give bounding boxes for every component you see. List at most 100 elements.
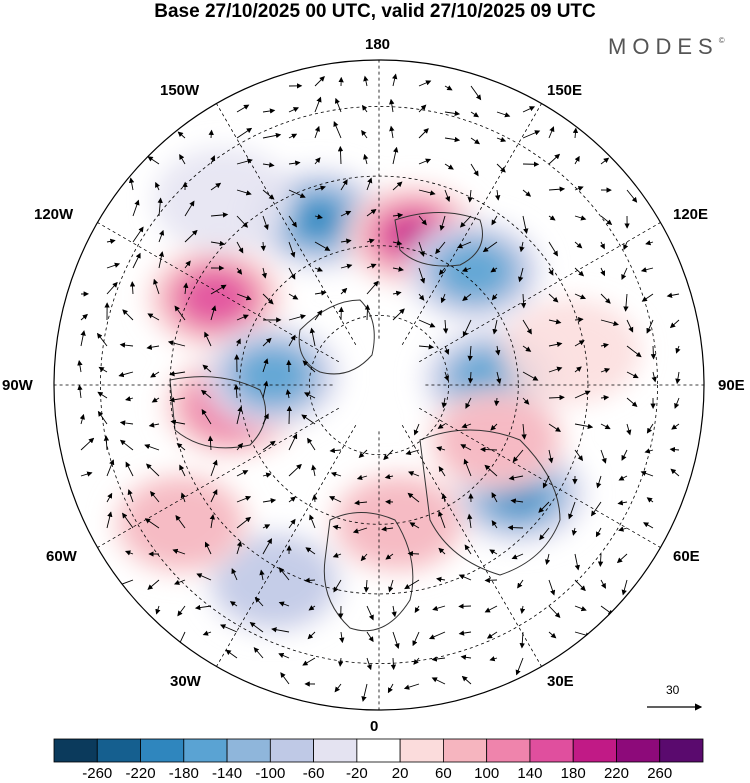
wind-vector — [616, 553, 628, 564]
wind-vector — [118, 371, 134, 378]
wind-vector — [339, 631, 345, 644]
wind-vector — [418, 80, 432, 87]
wind-vector — [467, 371, 474, 384]
wind-vector — [158, 251, 165, 269]
wind-vector — [106, 262, 121, 269]
wind-vector — [669, 446, 680, 453]
wind-vector — [435, 241, 446, 255]
wind-vector — [600, 423, 611, 430]
wind-vector — [496, 136, 507, 143]
wind-vector — [646, 497, 654, 503]
wind-vector — [132, 226, 144, 243]
wind-vector — [381, 526, 394, 532]
wind-vector — [210, 305, 217, 321]
wind-vector — [262, 498, 277, 504]
wind-vector — [210, 182, 222, 191]
wind-vector — [119, 420, 134, 426]
wind-vector — [262, 132, 282, 139]
wind-vector — [486, 631, 498, 639]
colorbar-swatch — [442, 738, 488, 763]
wind-vector — [458, 630, 472, 636]
wind-vector — [119, 439, 134, 451]
wind-vector — [484, 605, 498, 613]
wind-vector — [522, 345, 532, 352]
wind-vector — [599, 241, 605, 250]
wind-vector — [441, 493, 447, 503]
wind-vector — [253, 647, 264, 659]
wind-vector — [329, 496, 342, 503]
wind-vector — [542, 475, 550, 489]
wind-vector — [600, 267, 606, 277]
wind-vector — [407, 550, 420, 557]
wind-vector — [288, 267, 296, 280]
wind-vector — [418, 267, 426, 284]
wind-vector — [366, 208, 377, 217]
wind-vector — [97, 391, 108, 399]
wind-vector — [418, 344, 435, 350]
wind-vector — [617, 500, 628, 506]
wind-vector — [150, 371, 160, 378]
wind-vector — [444, 163, 454, 170]
wind-vector — [366, 605, 374, 621]
wind-vector — [418, 319, 436, 328]
wind-vector — [354, 500, 368, 506]
wind-vector — [467, 345, 473, 362]
wind-vector — [650, 345, 657, 360]
wind-vector — [96, 332, 108, 347]
wind-vector — [626, 345, 642, 358]
wind-vector — [175, 514, 186, 529]
wind-vector — [202, 630, 212, 636]
wind-vector — [645, 240, 654, 246]
colorbar-tick-label: 140 — [517, 765, 543, 782]
wind-vector — [132, 252, 141, 269]
wind-vector — [180, 492, 186, 503]
wind-vector — [210, 212, 229, 218]
lon-label-60w: 60W — [46, 548, 77, 565]
wind-vector — [574, 553, 580, 571]
colorbar-tick-label: 20 — [391, 765, 409, 782]
colorbar-tick-label: -260 — [82, 765, 113, 782]
wind-vector — [262, 337, 272, 347]
wind-vector — [301, 414, 316, 425]
wind-vector — [548, 241, 558, 257]
wind-vector — [383, 449, 394, 461]
wind-vector — [621, 579, 628, 596]
wind-vector — [460, 654, 472, 660]
wind-vector — [314, 241, 331, 251]
wind-vector — [574, 449, 584, 462]
wind-vector — [438, 267, 446, 276]
wind-vector — [460, 444, 472, 451]
wind-vector — [262, 538, 272, 555]
wind-vector — [366, 238, 375, 244]
wind-vector — [179, 154, 186, 165]
wind-vector — [210, 489, 218, 503]
wind-vector — [334, 683, 342, 693]
wind-vector — [210, 459, 218, 477]
lon-label-30e: 30E — [547, 673, 574, 690]
wind-vector — [314, 185, 326, 191]
wind-vector — [304, 392, 316, 399]
wind-vector — [314, 96, 322, 113]
wind-vector — [489, 549, 498, 555]
latitude-circle — [308, 314, 450, 456]
wind-vector — [494, 397, 500, 407]
wind-vector — [309, 514, 316, 529]
wind-vector — [79, 413, 85, 425]
wind-vector — [412, 631, 420, 647]
wind-vector — [361, 683, 368, 702]
wind-vector — [574, 366, 582, 373]
wind-vector — [333, 579, 342, 593]
wind-vector — [470, 137, 481, 145]
wind-vector — [167, 340, 186, 347]
wind-vector — [236, 104, 250, 113]
wind-vector — [148, 422, 160, 428]
wind-vector — [340, 287, 348, 295]
wind-vector — [470, 85, 482, 101]
wind-vector — [202, 364, 212, 373]
wind-vector — [596, 475, 602, 489]
wind-vector — [392, 290, 402, 296]
wind-vector — [461, 423, 472, 429]
wind-vector — [262, 108, 276, 114]
wind-vector — [418, 215, 427, 226]
wind-vector — [436, 576, 446, 583]
